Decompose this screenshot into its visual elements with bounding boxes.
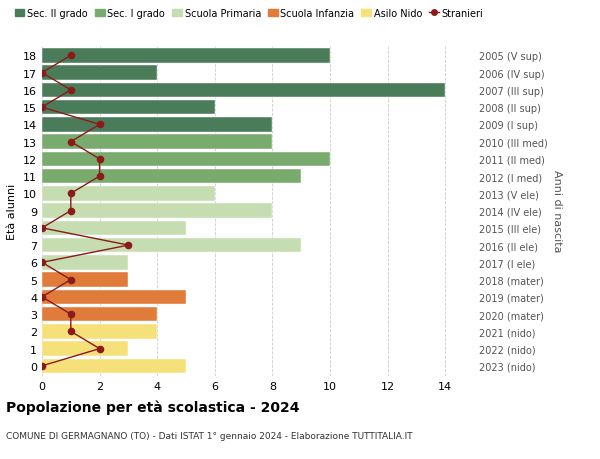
Point [95,345,104,353]
Bar [42,135,272,150]
Point [37,104,47,112]
Bar [42,325,157,339]
Legend: Sec. II grado, Sec. I grado, Scuola Primaria, Scuola Infanzia, Asilo Nido, Stran: Sec. II grado, Sec. I grado, Scuola Prim… [11,5,487,22]
Bar [42,49,330,63]
Point [66,207,76,215]
Bar [42,341,128,356]
Point [37,259,47,266]
Bar [42,359,186,373]
Point [66,311,76,318]
Y-axis label: Età alunni: Età alunni [7,183,17,239]
Bar [42,221,186,235]
Text: COMUNE DI GERMAGNANO (TO) - Dati ISTAT 1° gennaio 2024 - Elaborazione TUTTITALIA: COMUNE DI GERMAGNANO (TO) - Dati ISTAT 1… [6,431,413,441]
Point [37,225,47,232]
Bar [42,118,272,132]
Point [95,173,104,180]
Bar [42,101,215,115]
Point [66,87,76,95]
Bar [42,307,157,322]
Bar [42,84,445,98]
Y-axis label: Anni di nascita: Anni di nascita [551,170,562,252]
Point [37,294,47,301]
Bar [42,273,128,287]
Bar [42,204,272,218]
Bar [42,152,330,167]
Point [95,121,104,129]
Point [66,52,76,60]
Point [37,70,47,77]
Bar [42,256,128,270]
Bar [42,187,215,201]
Point [66,139,76,146]
Bar [42,66,157,81]
Bar [42,238,301,253]
Bar [42,169,301,184]
Point [37,363,47,370]
Point [66,190,76,197]
Bar [42,290,186,304]
Text: Popolazione per età scolastica - 2024: Popolazione per età scolastica - 2024 [6,399,299,414]
Point [66,328,76,335]
Point [95,156,104,163]
Point [124,242,133,249]
Point [66,276,76,284]
